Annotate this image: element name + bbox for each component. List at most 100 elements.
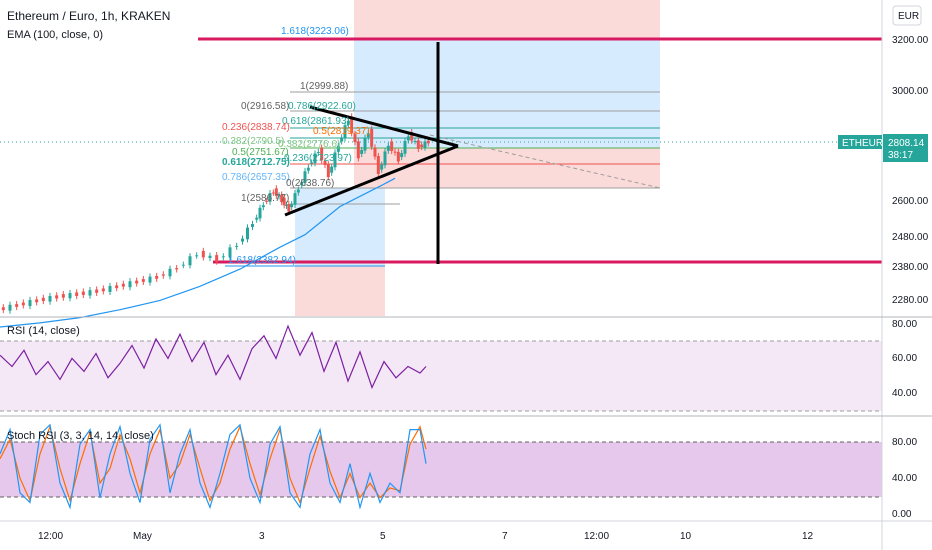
candle-body bbox=[303, 171, 307, 183]
candle-body bbox=[413, 141, 417, 143]
triangle-lower-line[interactable] bbox=[284, 144, 459, 217]
rsi-legend[interactable]: RSI (14, close) bbox=[7, 325, 80, 337]
candle-body bbox=[8, 304, 12, 311]
candle-body bbox=[323, 161, 327, 165]
position-stop-zone[interactable] bbox=[354, 0, 660, 38]
candle-body bbox=[68, 293, 72, 299]
position-target-zone-2[interactable] bbox=[295, 188, 385, 266]
candle-body bbox=[370, 128, 374, 147]
price-axis-labels: 3200.00 3000.00 2600.00 2480.00 2380.00 … bbox=[892, 35, 929, 520]
candle-body bbox=[356, 141, 360, 159]
position-stop-zone-3[interactable] bbox=[295, 266, 385, 316]
ema-legend[interactable]: EMA (100, close, 0) bbox=[7, 29, 103, 41]
fib-label: 0.382(2776.6) bbox=[278, 139, 340, 150]
candle-body bbox=[280, 194, 284, 203]
candle-body bbox=[258, 207, 262, 219]
candle-body bbox=[277, 195, 281, 197]
candle-body bbox=[420, 144, 424, 148]
fib-label: 1(2586.77) bbox=[241, 193, 289, 204]
candle-body bbox=[290, 204, 294, 208]
candle-body bbox=[350, 116, 354, 134]
price-tag-value-bg[interactable] bbox=[883, 134, 928, 162]
y-tick-label: 2600.00 bbox=[892, 196, 929, 207]
stoch-legend[interactable]: Stoch RSI (3, 3, 14, 14, close) bbox=[7, 430, 154, 442]
candle-body bbox=[101, 288, 105, 292]
y-tick-label: 40.00 bbox=[892, 388, 917, 399]
candle-body bbox=[426, 140, 430, 144]
currency-button[interactable] bbox=[892, 5, 922, 26]
fib-label: 0.786(2922.60) bbox=[288, 101, 356, 112]
candle-body bbox=[15, 304, 19, 307]
time-axis-labels: 12:00 May 3 5 7 12:00 10 12 bbox=[38, 531, 814, 542]
candle-body bbox=[35, 299, 39, 303]
candle-body bbox=[268, 193, 272, 202]
candle-body bbox=[255, 217, 259, 220]
x-tick-label: 12 bbox=[802, 531, 814, 542]
candle-body bbox=[188, 256, 192, 266]
candle-body bbox=[386, 145, 390, 151]
candle-body bbox=[81, 291, 85, 295]
candle-body bbox=[353, 133, 357, 143]
candle-body bbox=[95, 289, 99, 293]
candle-body bbox=[346, 120, 350, 125]
candle-body bbox=[363, 137, 367, 151]
fib-label: 0.5(2819.37) bbox=[313, 126, 370, 137]
fib-labels: 1.618(3223.06) 1(2999.88) 0(2916.58) 0.7… bbox=[222, 26, 370, 266]
candle-body bbox=[246, 227, 249, 240]
candle-body bbox=[195, 255, 199, 257]
candle-body bbox=[28, 300, 32, 306]
candle-body bbox=[235, 245, 239, 247]
fib-label: 1.618(3223.06) bbox=[281, 26, 349, 37]
candle-body bbox=[336, 145, 340, 152]
candle-body bbox=[360, 149, 364, 154]
candle-body bbox=[380, 164, 384, 170]
candle-body bbox=[168, 268, 172, 277]
candle-body bbox=[306, 167, 310, 171]
y-tick-label: 0.00 bbox=[892, 509, 912, 520]
candle-body bbox=[41, 297, 45, 301]
price-tag-symbol-bg[interactable] bbox=[838, 135, 882, 149]
candle-body bbox=[115, 285, 119, 289]
candle-body bbox=[316, 152, 320, 154]
y-tick-label: 2480.00 bbox=[892, 232, 929, 243]
candle-body bbox=[241, 238, 244, 242]
candle-body bbox=[201, 250, 205, 258]
chart-title: Ethereum / Euro, 1h, KRAKEN bbox=[7, 9, 170, 23]
candle-body bbox=[410, 132, 414, 141]
currency-button-label: EUR bbox=[898, 11, 919, 22]
candle-body bbox=[128, 281, 132, 288]
candle-body bbox=[406, 136, 410, 141]
candle-body bbox=[228, 247, 232, 257]
y-tick-label: 3000.00 bbox=[892, 86, 929, 97]
candle-body bbox=[221, 256, 225, 258]
triangle-upper-line[interactable] bbox=[309, 105, 459, 148]
candle-body bbox=[141, 279, 145, 282]
candles bbox=[1, 113, 430, 314]
candle-body bbox=[320, 147, 324, 161]
candle-body bbox=[287, 203, 291, 212]
candle-body bbox=[340, 137, 344, 142]
candle-body bbox=[251, 224, 254, 227]
price-axis[interactable] bbox=[882, 0, 932, 550]
candle-body bbox=[373, 147, 377, 157]
candle-body bbox=[416, 140, 420, 149]
x-tick-label: 7 bbox=[502, 531, 508, 542]
position-target-zone[interactable] bbox=[354, 38, 660, 148]
y-tick-label: 60.00 bbox=[892, 353, 917, 364]
x-tick-label: 10 bbox=[680, 531, 692, 542]
rsi-band bbox=[0, 341, 882, 411]
candle-body bbox=[21, 302, 25, 306]
x-tick-label: 12:00 bbox=[38, 531, 63, 542]
candle-body bbox=[330, 166, 334, 173]
x-tick-label: May bbox=[133, 531, 152, 542]
candle-body bbox=[282, 197, 286, 206]
fib-label: 0(2916.58) bbox=[241, 101, 289, 112]
candle-body bbox=[121, 283, 125, 287]
y-tick-label: 3200.00 bbox=[892, 35, 929, 46]
candle-body bbox=[300, 182, 304, 186]
projection-line bbox=[429, 134, 661, 189]
fib-label: 0.5(2751.67) bbox=[232, 147, 289, 158]
candle-body bbox=[175, 268, 179, 270]
x-tick-label: 3 bbox=[259, 531, 265, 542]
